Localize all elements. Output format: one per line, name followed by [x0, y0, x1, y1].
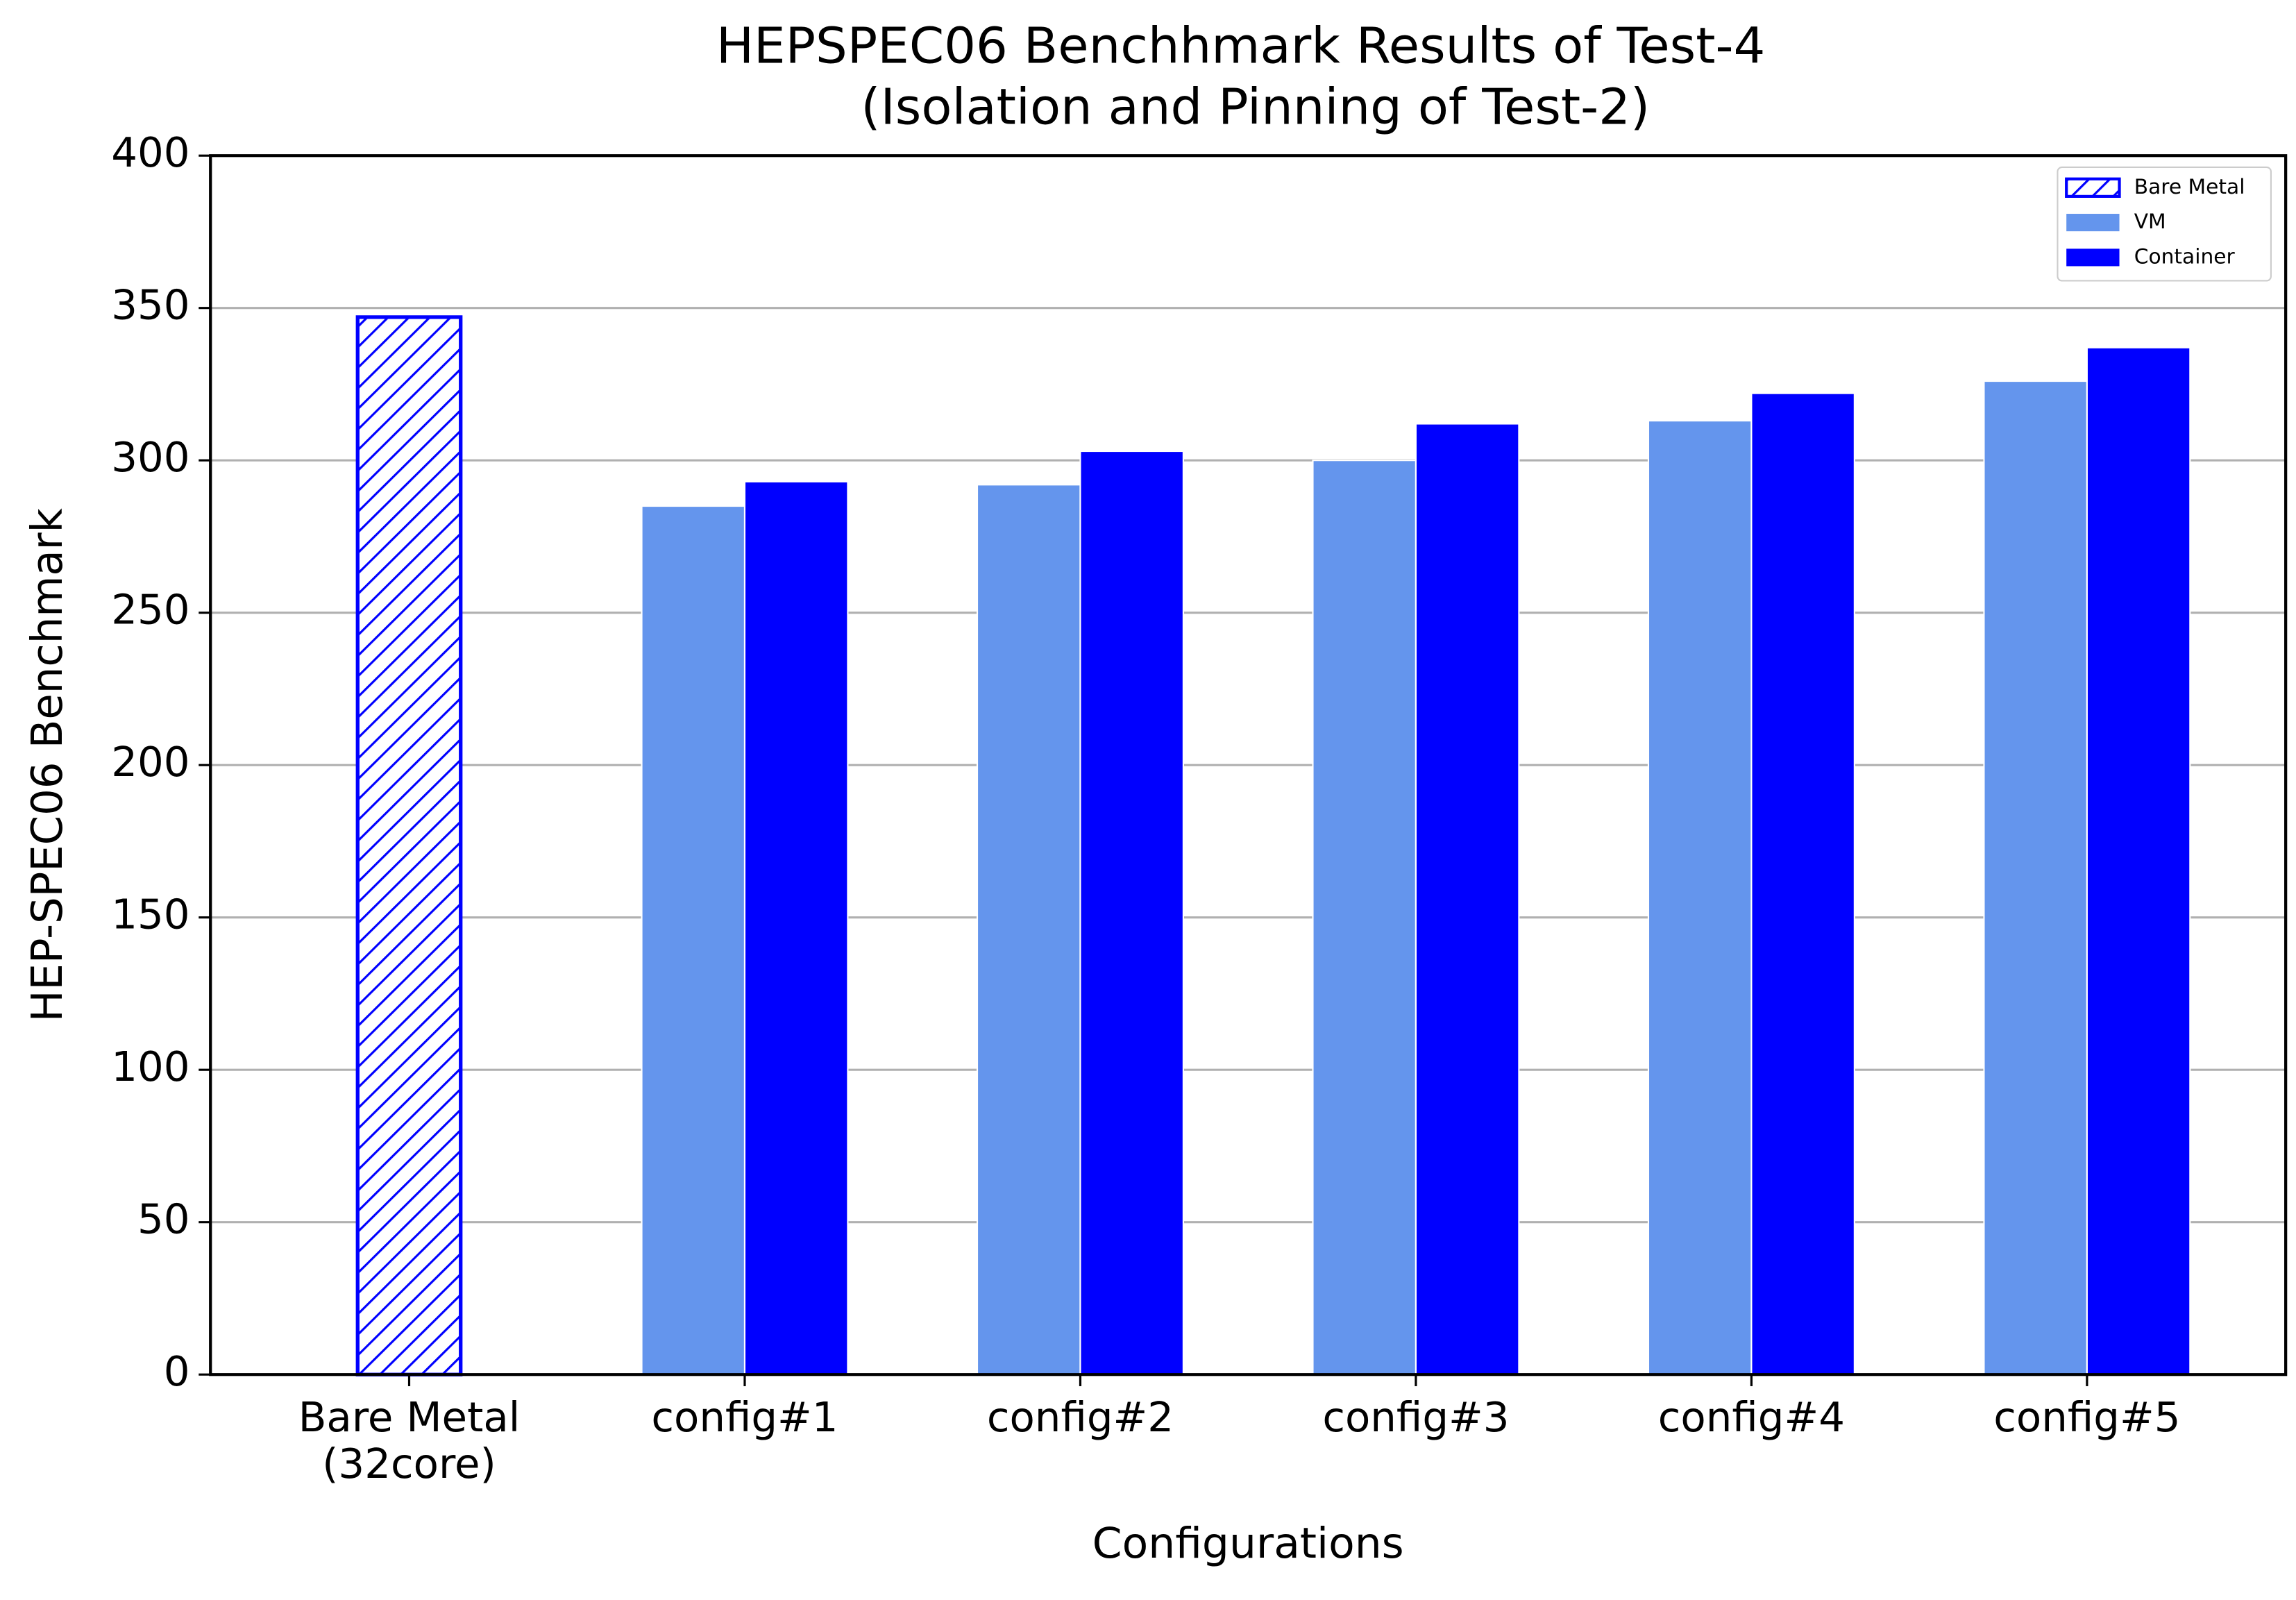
- grid: [210, 154, 2286, 1376]
- bar: [1750, 392, 1855, 1376]
- bar: [743, 480, 849, 1376]
- chart-subtitle: (Isolation and Pinning of Test-2): [861, 78, 1650, 135]
- legend-label: Container: [2134, 245, 2236, 269]
- bar: [641, 505, 746, 1376]
- bar: [1415, 423, 1520, 1376]
- legend-swatch: [2065, 177, 2121, 198]
- y-axis-label: HEP-SPEC06 Benchmark: [22, 508, 71, 1022]
- y-tick-label: 100: [111, 1043, 189, 1091]
- bar: [355, 315, 463, 1376]
- x-tick-label-box: Bare Metal (32core): [298, 1395, 521, 1488]
- bar: [1312, 460, 1417, 1376]
- y-tick-label: 350: [111, 281, 189, 329]
- plot-frame: [209, 154, 2288, 1376]
- x-tick-label: config#3: [1322, 1395, 1510, 1442]
- y-tick-label: 400: [111, 129, 189, 177]
- x-tick-label: config#1: [651, 1395, 838, 1442]
- bar: [976, 484, 1081, 1376]
- x-tick-label: Bare Metal (32core): [298, 1395, 521, 1488]
- x-tick-label-box: config#2: [986, 1395, 1174, 1442]
- x-tick-label-box: config#5: [1993, 1395, 2181, 1442]
- y-tick-label: 200: [111, 739, 189, 786]
- y-tick-label: 0: [164, 1348, 190, 1396]
- y-tick-label: 250: [111, 586, 189, 634]
- x-tick-label-box: config#3: [1322, 1395, 1510, 1442]
- y-tick-label: 300: [111, 434, 189, 482]
- y-tick-label: 150: [111, 891, 189, 938]
- x-tick-label-box: config#4: [1657, 1395, 1846, 1442]
- legend-label: Bare Metal: [2134, 175, 2245, 199]
- x-axis-label: Configurations: [1092, 1519, 1404, 1568]
- chart-title: HEPSPEC06 Benchhmark Results of Test-4: [716, 17, 1765, 74]
- legend-swatch: [2066, 249, 2120, 267]
- x-tick-label: config#4: [1657, 1395, 1846, 1442]
- legend: Bare Metal VM Container: [2057, 166, 2272, 282]
- y-tick-label: 50: [137, 1195, 190, 1243]
- bar: [2086, 346, 2191, 1376]
- bar: [1983, 380, 2088, 1376]
- legend-swatch: [2066, 214, 2120, 232]
- bar: [1079, 450, 1184, 1376]
- x-tick-label: config#2: [986, 1395, 1174, 1442]
- x-tick-label: config#5: [1993, 1395, 2181, 1442]
- bar: [1647, 420, 1753, 1376]
- x-tick-label-box: config#1: [651, 1395, 838, 1442]
- legend-label: VM: [2134, 210, 2166, 233]
